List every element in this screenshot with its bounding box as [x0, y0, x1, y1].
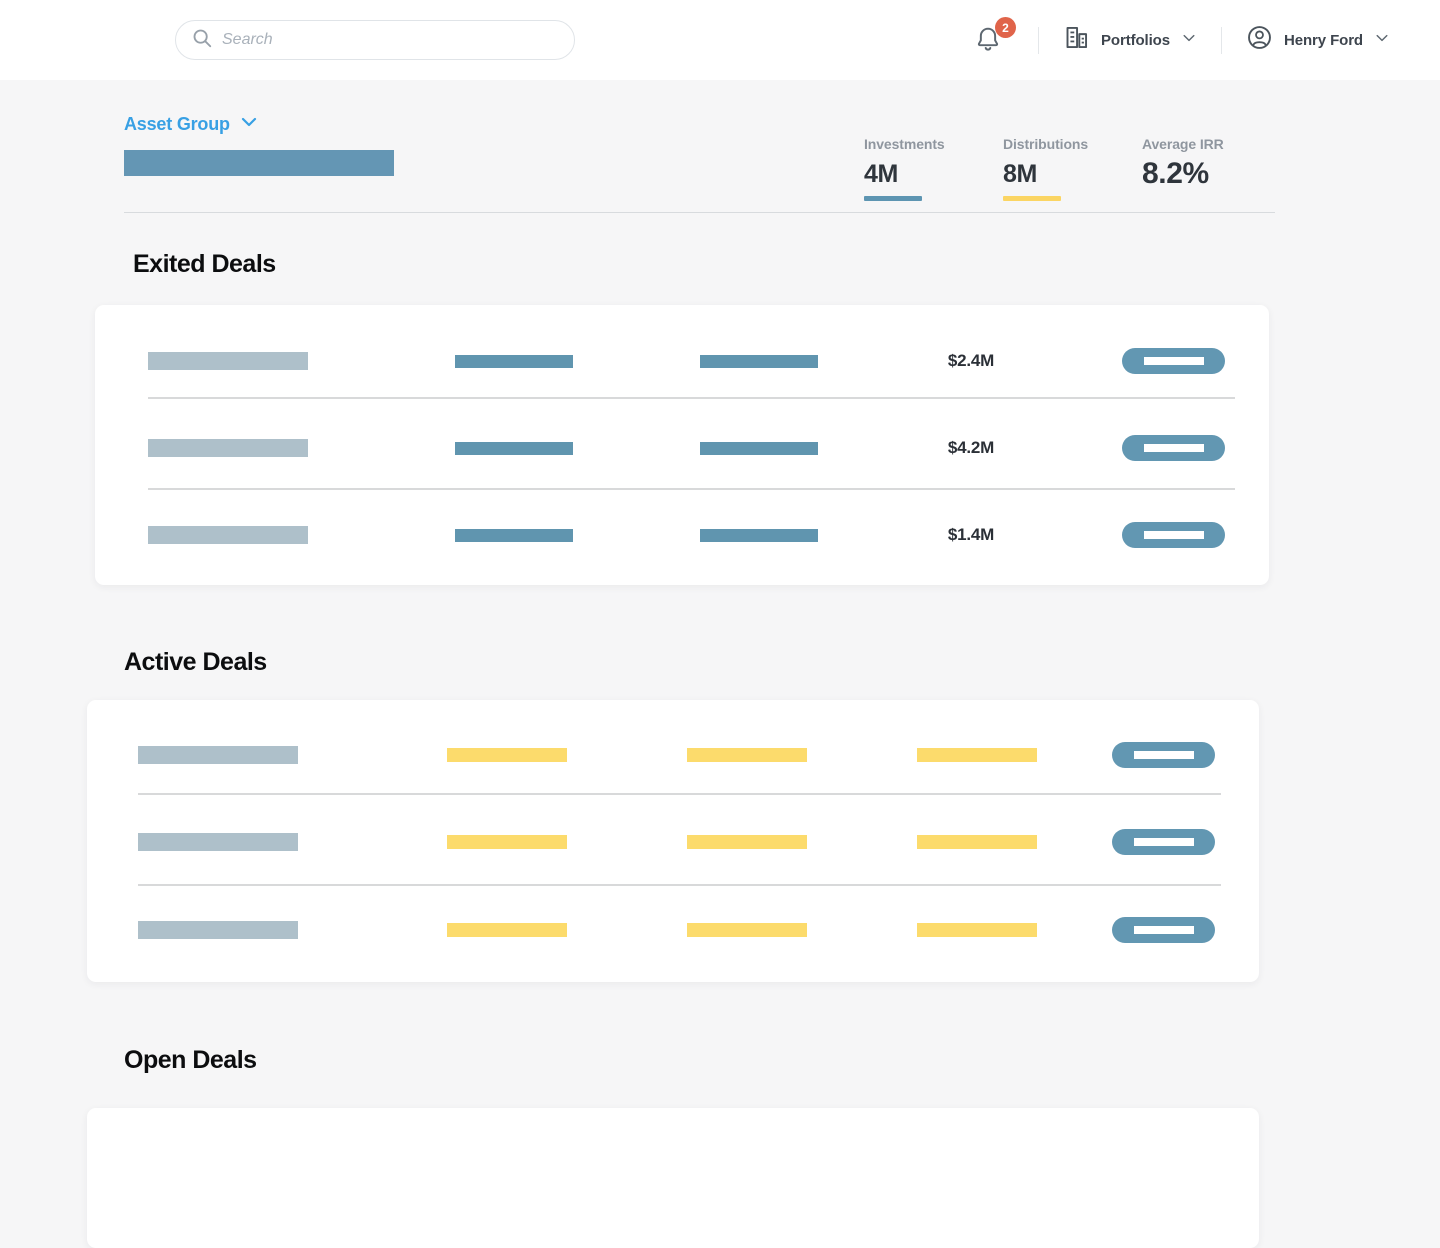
deal-row: $1.4M — [148, 492, 1235, 579]
stat-accent-bar — [864, 196, 922, 201]
deal-value-placeholder — [447, 748, 567, 762]
search-box[interactable] — [175, 20, 575, 60]
deal-action-button[interactable] — [1122, 522, 1225, 548]
user-menu[interactable]: Henry Ford — [1246, 24, 1390, 56]
deal-value-placeholder — [700, 442, 818, 455]
deal-value-placeholder — [447, 835, 567, 849]
active-deals-card — [87, 700, 1259, 982]
chevron-down-icon — [1374, 30, 1390, 51]
stat-label: Investments — [864, 136, 945, 152]
notifications-button[interactable]: 2 — [974, 17, 1016, 55]
chevron-down-icon — [1181, 30, 1197, 51]
deal-value-placeholder — [687, 835, 807, 849]
deal-name-placeholder — [148, 352, 308, 370]
deal-value-placeholder — [917, 835, 1037, 849]
deal-action-button[interactable] — [1122, 435, 1225, 461]
row-divider — [148, 488, 1235, 490]
search-input[interactable] — [222, 31, 559, 49]
deal-value-placeholder — [447, 923, 567, 937]
bell-icon — [974, 25, 1002, 60]
deal-name-placeholder — [138, 833, 298, 851]
deal-name-placeholder — [148, 439, 308, 457]
stat-label: Average IRR — [1142, 136, 1224, 152]
asset-group-dropdown[interactable]: Asset Group — [124, 112, 259, 137]
section-title-exited: Exited Deals — [133, 250, 276, 278]
deal-amount: $1.4M — [947, 525, 995, 544]
deal-value-placeholder — [687, 923, 807, 937]
top-bar: 2 Portfolios — [0, 0, 1440, 80]
deal-value-placeholder — [917, 923, 1037, 937]
deal-name-placeholder — [138, 921, 298, 939]
deal-row — [138, 712, 1221, 799]
stat-average-irr: Average IRR 8.2% — [1142, 136, 1224, 191]
stat-label: Distributions — [1003, 136, 1089, 152]
deal-row — [138, 799, 1221, 886]
button-label-placeholder — [1133, 751, 1194, 759]
buildings-icon — [1063, 24, 1090, 56]
stat-distributions: Distributions 8M — [1003, 136, 1088, 201]
row-divider — [138, 793, 1221, 795]
section-title-open: Open Deals — [124, 1046, 257, 1074]
search-icon — [191, 27, 213, 54]
deal-row: $4.2M — [148, 405, 1235, 492]
deal-row: $2.4M — [148, 318, 1235, 405]
deal-value-placeholder — [455, 529, 573, 542]
notification-badge: 2 — [994, 17, 1016, 38]
deal-name-placeholder — [138, 746, 298, 764]
portfolios-menu[interactable]: Portfolios — [1063, 24, 1197, 56]
chevron-down-icon — [239, 112, 259, 137]
deal-value-placeholder — [700, 355, 818, 368]
top-nav: 2 Portfolios — [974, 0, 1390, 80]
deal-amount: $4.2M — [947, 438, 995, 457]
row-divider — [148, 397, 1235, 399]
deal-amount: $2.4M — [947, 351, 995, 370]
exited-deals-card: $2.4M $4.2M $1.4M — [95, 305, 1269, 585]
stat-value: 4M — [864, 160, 898, 188]
deal-row — [138, 887, 1221, 974]
user-avatar-icon — [1246, 24, 1273, 56]
stat-value: 8.2% — [1142, 157, 1209, 190]
button-label-placeholder — [1133, 838, 1194, 846]
button-label-placeholder — [1143, 357, 1204, 365]
asset-group-value-placeholder — [124, 150, 394, 176]
stat-value: 8M — [1003, 160, 1037, 188]
stat-accent-bar — [1003, 196, 1061, 201]
stat-investments: Investments 4M — [864, 136, 945, 201]
deal-action-button[interactable] — [1112, 829, 1215, 855]
asset-group-label: Asset Group — [124, 114, 230, 134]
button-label-placeholder — [1143, 531, 1204, 539]
header-divider — [124, 212, 1275, 213]
deal-value-placeholder — [700, 529, 818, 542]
user-name: Henry Ford — [1283, 31, 1363, 49]
nav-divider — [1037, 26, 1039, 54]
deal-name-placeholder — [148, 526, 308, 544]
button-label-placeholder — [1133, 926, 1194, 934]
deal-value-placeholder — [687, 748, 807, 762]
nav-divider — [1220, 26, 1222, 54]
deal-value-placeholder — [455, 442, 573, 455]
section-title-active: Active Deals — [124, 648, 267, 676]
button-label-placeholder — [1143, 444, 1204, 452]
deal-action-button[interactable] — [1122, 348, 1225, 374]
deal-action-button[interactable] — [1112, 917, 1215, 943]
deal-value-placeholder — [455, 355, 573, 368]
portfolios-label: Portfolios — [1100, 31, 1170, 49]
deal-action-button[interactable] — [1112, 742, 1215, 768]
deal-value-placeholder — [917, 748, 1037, 762]
open-deals-card — [87, 1108, 1259, 1248]
row-divider — [138, 884, 1221, 886]
